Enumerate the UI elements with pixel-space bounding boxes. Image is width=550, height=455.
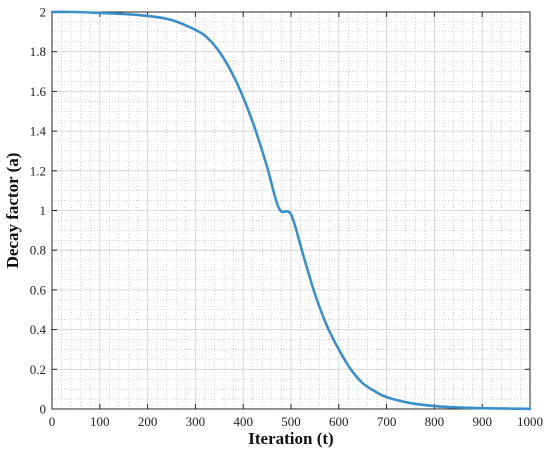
x-tick-label: 800 (425, 414, 445, 429)
y-tick-label: 0 (40, 402, 47, 417)
y-tick-label: 1.8 (30, 44, 46, 59)
y-tick-labels: 0 0.2 0.4 0.6 0.8 1 1.2 1.4 1.6 1.8 2 (30, 5, 47, 417)
x-tick-label: 700 (377, 414, 397, 429)
x-tick-label: 400 (233, 414, 253, 429)
x-tick-label: 200 (138, 414, 158, 429)
y-tick-label: 0.6 (30, 282, 47, 297)
y-tick-label: 0.8 (30, 243, 46, 258)
x-tick-label: 0 (49, 414, 56, 429)
x-tick-labels: 0 100 200 300 400 500 600 700 800 900 1000 (49, 414, 543, 429)
x-tick-label: 600 (329, 414, 349, 429)
y-axis-label: Decay factor (a) (3, 153, 22, 269)
y-tick-label: 1.2 (30, 163, 46, 178)
y-tick-label: 2 (40, 5, 47, 20)
x-tick-label: 300 (186, 414, 206, 429)
y-tick-label: 1.4 (30, 124, 47, 139)
y-tick-label: 0.2 (30, 362, 46, 377)
x-axis-label: Iteration (t) (248, 429, 333, 448)
x-tick-label: 100 (90, 414, 110, 429)
series-line (50, 10, 532, 411)
y-tick-label: 1 (40, 203, 47, 218)
y-tick-label: 1.6 (30, 84, 47, 99)
major-grid (51, 11, 531, 410)
x-tick-label: 900 (472, 414, 492, 429)
x-tick-label: 1000 (517, 414, 543, 429)
series-layer (50, 10, 532, 411)
y-tick-label: 0.4 (30, 322, 47, 337)
x-tick-label: 500 (281, 414, 301, 429)
